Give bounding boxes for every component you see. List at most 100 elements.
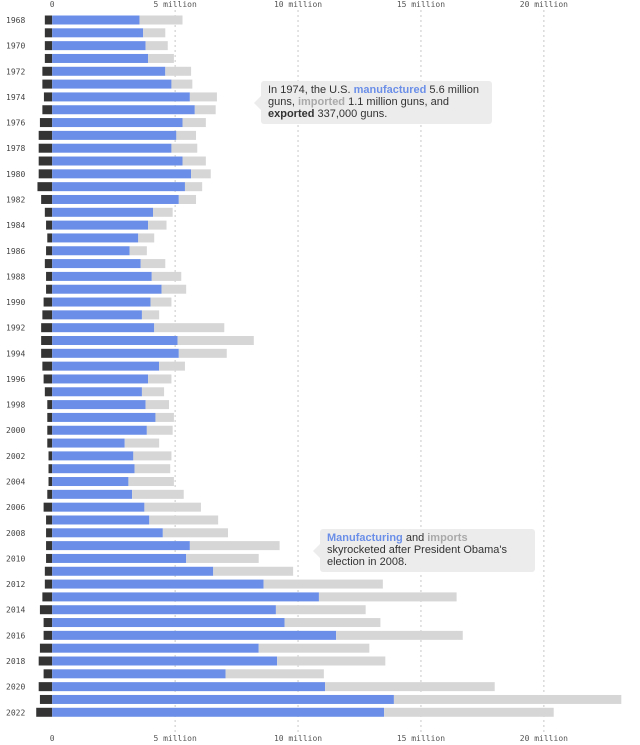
bar-exported-1995 bbox=[42, 361, 53, 371]
top-axis-ticks: 0 5 million 10 million 15 million 20 million bbox=[50, 0, 568, 9]
bar-exported-2006 bbox=[43, 502, 53, 512]
bar-manufactured-2014 bbox=[52, 605, 276, 615]
bar-imported-1996 bbox=[148, 374, 172, 384]
bar-imported-1976 bbox=[182, 118, 206, 128]
bar-exported-1974 bbox=[43, 92, 53, 102]
bar-exported-1996 bbox=[43, 374, 53, 384]
bar-manufactured-1985 bbox=[52, 233, 139, 243]
bar-imported-2009 bbox=[189, 541, 280, 551]
year-label-2002: 2002 bbox=[6, 452, 25, 461]
year-label-1988: 1988 bbox=[6, 272, 25, 281]
bar-exported-1992 bbox=[41, 323, 53, 333]
bar-manufactured-2006 bbox=[52, 502, 145, 512]
bar-exported-1968 bbox=[44, 15, 53, 25]
bar-manufactured-1984 bbox=[52, 220, 149, 230]
bar-manufactured-1996 bbox=[52, 374, 149, 384]
year-label-2016: 2016 bbox=[6, 631, 25, 640]
annotation-2008-manufacturing: Manufacturing bbox=[327, 532, 403, 544]
bar-manufactured-1973 bbox=[52, 79, 172, 89]
bar-manufactured-1969 bbox=[52, 28, 144, 38]
bar-exported-2007 bbox=[46, 515, 53, 525]
bar-imported-2014 bbox=[275, 605, 366, 615]
bar-exported-2014 bbox=[39, 605, 53, 615]
bar-exported-1993 bbox=[41, 336, 53, 345]
bar-manufactured-2003 bbox=[52, 464, 135, 474]
bar-imported-2007 bbox=[149, 515, 219, 525]
bar-imported-2008 bbox=[162, 528, 228, 538]
bar-imported-1971 bbox=[148, 53, 174, 63]
bar-exported-1984 bbox=[46, 220, 53, 230]
bar-exported-1991 bbox=[42, 310, 53, 320]
year-label-2010: 2010 bbox=[6, 554, 25, 563]
bar-manufactured-2015 bbox=[52, 618, 285, 628]
year-label-1982: 1982 bbox=[6, 195, 25, 204]
bar-exported-2020 bbox=[38, 682, 53, 692]
bar-imported-1970 bbox=[145, 41, 168, 51]
bar-manufactured-1970 bbox=[52, 41, 146, 51]
bar-manufactured-1999 bbox=[52, 412, 156, 422]
x-tick-label-bottom: 20 million bbox=[520, 734, 568, 743]
x-tick-label-top: 10 million bbox=[274, 0, 322, 9]
bar-exported-1989 bbox=[46, 284, 53, 294]
bar-imported-1968 bbox=[139, 15, 183, 25]
bar-manufactured-1983 bbox=[52, 207, 154, 217]
annotation-2008-text-1: and bbox=[402, 532, 428, 544]
bar-exported-2013 bbox=[42, 592, 53, 602]
year-label-1974: 1974 bbox=[6, 93, 25, 102]
year-label-1978: 1978 bbox=[6, 144, 25, 153]
bar-manufactured-1992 bbox=[52, 323, 155, 333]
bar-exported-1990 bbox=[43, 297, 53, 307]
bar-imported-1990 bbox=[150, 297, 172, 307]
year-label-1980: 1980 bbox=[6, 170, 25, 179]
grid-lines bbox=[174, 10, 545, 735]
bar-manufactured-2012 bbox=[52, 579, 264, 589]
bar-imported-1972 bbox=[165, 66, 192, 76]
bar-exported-2001 bbox=[47, 438, 53, 448]
bar-imported-1997 bbox=[141, 387, 165, 397]
bar-manufactured-1980 bbox=[52, 169, 192, 179]
bar-imported-1998 bbox=[145, 400, 169, 410]
bar-manufactured-1998 bbox=[52, 400, 146, 410]
bar-imported-1979 bbox=[182, 156, 206, 166]
bar-imported-2016 bbox=[336, 630, 463, 640]
bar-manufactured-1974 bbox=[52, 92, 190, 102]
bar-manufactured-1972 bbox=[52, 66, 166, 76]
bar-exported-1977 bbox=[38, 130, 53, 140]
bar-exported-1975 bbox=[42, 105, 53, 115]
stacked-bars bbox=[36, 15, 622, 717]
x-tick-label-top: 15 million bbox=[397, 0, 445, 9]
bar-imported-1988 bbox=[151, 271, 182, 281]
year-label-1992: 1992 bbox=[6, 324, 25, 333]
bar-exported-1971 bbox=[44, 53, 53, 63]
year-label-2014: 2014 bbox=[6, 606, 25, 615]
bar-manufactured-1981 bbox=[52, 182, 185, 192]
bar-manufactured-1997 bbox=[52, 387, 142, 397]
bar-exported-1985 bbox=[47, 233, 53, 243]
bar-exported-2008 bbox=[46, 528, 53, 538]
x-tick-label-bottom: 0 bbox=[50, 734, 55, 743]
bar-exported-1978 bbox=[38, 143, 53, 153]
bar-manufactured-2010 bbox=[52, 553, 187, 563]
annotation-1974: In 1974, the U.S. manufactured 5.6 milli… bbox=[254, 81, 492, 124]
bar-imported-1993 bbox=[177, 336, 254, 345]
bar-imported-2002 bbox=[133, 451, 172, 461]
bar-imported-2018 bbox=[277, 656, 386, 666]
bar-imported-1975 bbox=[194, 105, 216, 115]
bar-manufactured-2009 bbox=[52, 541, 190, 551]
bar-exported-1986 bbox=[46, 246, 53, 256]
annotation-1974-manufactured: manufactured bbox=[353, 84, 427, 96]
bar-imported-1974 bbox=[189, 92, 217, 102]
bar-imported-1981 bbox=[184, 182, 203, 192]
annotation-1974-imported: imported bbox=[297, 96, 346, 108]
bar-exported-2003 bbox=[48, 464, 53, 474]
bar-imported-2012 bbox=[263, 579, 383, 589]
bar-exported-2012 bbox=[44, 579, 53, 589]
year-label-2006: 2006 bbox=[6, 503, 25, 512]
bar-exported-1994 bbox=[41, 348, 53, 358]
bar-imported-1982 bbox=[178, 194, 197, 204]
bar-exported-2002 bbox=[48, 451, 53, 461]
bar-imported-1986 bbox=[129, 246, 147, 256]
bar-manufactured-2018 bbox=[52, 656, 278, 666]
bar-exported-1980 bbox=[38, 169, 53, 179]
bar-exported-1997 bbox=[44, 387, 53, 397]
